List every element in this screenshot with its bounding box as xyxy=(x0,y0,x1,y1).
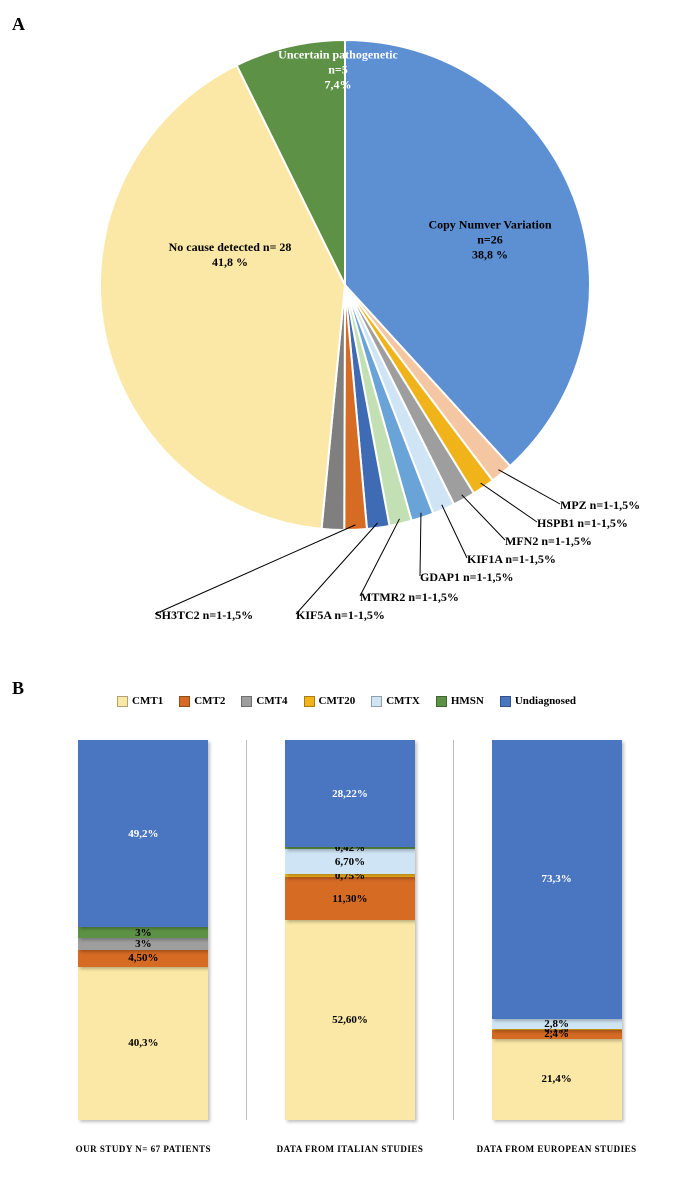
legend-item-cmt2: CMT2 xyxy=(179,695,225,707)
callout-line-mfn2 xyxy=(462,495,505,540)
bar-seg-european-cmt1: 21,4% xyxy=(492,1039,622,1120)
pie-label-nocause: No cause detected n= 2841,8 % xyxy=(169,240,292,270)
pie-slice-kif1a xyxy=(345,285,454,514)
pie-slice-mtmr2 xyxy=(345,285,412,526)
pie-slice-uncertain xyxy=(237,40,345,285)
callout-label-gdap1: GDAP1 n=1-1,5% xyxy=(420,570,514,585)
bar-column-italian: 52,60% 11,30% 0,75% 6,70% 0,42% 28,22% xyxy=(285,740,415,1120)
callout-label-sh3tc2: SH3TC2 n=1-1,5% xyxy=(155,608,253,623)
legend-swatch-cmt4 xyxy=(241,696,252,707)
callout-label-kif1a: KIF1A n=1-1,5% xyxy=(467,552,556,567)
legend-label-cmt4: CMT4 xyxy=(256,695,287,707)
pie-slice-gdap1 xyxy=(345,285,433,521)
callout-line-kif1a xyxy=(442,505,467,558)
pie-slice-mpz xyxy=(345,285,510,481)
bar-seg-italian-undx: 28,22% xyxy=(285,740,415,847)
legend-label-cmt20: CMT20 xyxy=(319,695,356,707)
callout-label-mfn2: MFN2 n=1-1,5% xyxy=(505,534,592,549)
callout-line-hspb1 xyxy=(481,483,537,522)
legend-label-cmt2: CMT2 xyxy=(194,695,225,707)
bar-seg-label-italian-undx: 28,22% xyxy=(332,788,368,800)
pie-slice-hspb1 xyxy=(345,285,493,493)
bar-seg-label-european-undx: 73,3% xyxy=(542,873,572,885)
pie-slice-sh3tc2 xyxy=(344,285,367,530)
bar-seg-italian-cmt1: 52,60% xyxy=(285,920,415,1120)
legend-label-cmtx: CMTX xyxy=(386,695,420,707)
callout-label-mpz: MPZ n=1-1,5% xyxy=(560,498,640,513)
bar-seg-label-our-undx: 49,2% xyxy=(128,828,158,840)
bar-seg-italian-cmt2: 11,30% xyxy=(285,877,415,920)
legend-swatch-undx xyxy=(500,696,511,707)
legend-swatch-hmsn xyxy=(436,696,447,707)
callout-label-mtmr2: MTMR2 n=1-1,5% xyxy=(360,590,459,605)
legend-item-hmsn: HMSN xyxy=(436,695,484,707)
bar-seg-italian-hmsn: 0,42% xyxy=(285,847,415,849)
callout-line-mtmr2 xyxy=(360,519,400,596)
legend-item-cmtx: CMTX xyxy=(371,695,420,707)
axis-label-our: OUR STUDY N= 67 PATIENTS xyxy=(43,1144,243,1154)
bar-seg-label-european-cmt1: 21,4% xyxy=(542,1073,572,1085)
bar-seg-italian-cmt20: 0,75% xyxy=(285,874,415,877)
pie-slice-nocause xyxy=(100,65,345,529)
legend-item-cmt4: CMT4 xyxy=(241,695,287,707)
pie-label-cnv: Copy Numver Variationn=2638,8 % xyxy=(428,218,551,263)
legend-swatch-cmt20 xyxy=(304,696,315,707)
bar-seg-european-cmtx: 2,8% xyxy=(492,1019,622,1030)
bar-seg-label-our-cmt4: 3% xyxy=(135,938,152,950)
legend-swatch-cmt1 xyxy=(117,696,128,707)
barchart-legend: CMT1 CMT2 CMT4 CMT20 CMTX HMSN Undiagnosed xyxy=(0,695,693,707)
axis-label-european: DATA FROM EUROPEAN STUDIES xyxy=(457,1144,657,1154)
legend-item-cmt1: CMT1 xyxy=(117,695,163,707)
bar-seg-our-hmsn: 3% xyxy=(78,927,208,938)
legend-item-cmt20: CMT20 xyxy=(304,695,356,707)
bar-seg-label-italian-cmt1: 52,60% xyxy=(332,1014,368,1026)
pie-slice-kif5a xyxy=(345,285,389,529)
bar-seg-our-undx: 49,2% xyxy=(78,740,208,927)
callout-label-kif5a: KIF5A n=1-1,5% xyxy=(296,608,385,623)
panel-a-label: A xyxy=(12,14,25,35)
pie-slice-cnv xyxy=(345,40,590,466)
bar-seg-our-cmt4: 3% xyxy=(78,938,208,949)
pie-slice-mfn2 xyxy=(345,285,474,504)
callout-line-gdap1 xyxy=(420,513,421,576)
bar-seg-label-our-cmt2: 4,50% xyxy=(128,952,158,964)
pie-label-uncertain: Uncertain pathogeneticn=57,4% xyxy=(278,48,398,93)
callout-line-mpz xyxy=(498,470,560,504)
bar-seg-european-undx: 73,3% xyxy=(492,740,622,1019)
legend-label-undx: Undiagnosed xyxy=(515,695,576,707)
legend-swatch-cmt2 xyxy=(179,696,190,707)
legend-label-hmsn: HMSN xyxy=(451,695,484,707)
callout-line-sh3tc2 xyxy=(155,525,355,614)
bar-seg-label-our-cmt1: 40,3% xyxy=(128,1037,158,1049)
pie-slice-nspace xyxy=(322,285,345,530)
bar-column-european: 21,4%2,4%0,1%2,8%73,3% xyxy=(492,740,622,1120)
bar-seg-our-cmt2: 4,50% xyxy=(78,950,208,967)
bar-seg-label-european-cmtx: 2,8% xyxy=(544,1018,569,1030)
legend-label-cmt1: CMT1 xyxy=(132,695,163,707)
bar-seg-our-cmt1: 40,3% xyxy=(78,967,208,1120)
bar-seg-label-italian-cmtx: 6,70% xyxy=(335,856,365,868)
callout-label-hspb1: HSPB1 n=1-1,5% xyxy=(537,516,628,531)
legend-swatch-cmtx xyxy=(371,696,382,707)
bar-seg-label-our-hmsn: 3% xyxy=(135,927,152,939)
bar-chart: 40,3% 4,50% 3%3% 49,2% 52,60% 11,30% 0,75% 6,70… xyxy=(40,720,660,1160)
bar-seg-label-italian-cmt2: 11,30% xyxy=(332,893,367,905)
axis-label-italian: DATA FROM ITALIAN STUDIES xyxy=(250,1144,450,1154)
legend-item-undx: Undiagnosed xyxy=(500,695,576,707)
figure: A Copy Numver Variationn=2638,8 % No cau… xyxy=(0,0,693,1191)
pie-chart: Copy Numver Variationn=2638,8 % No cause… xyxy=(90,30,600,540)
bar-column-our: 40,3% 4,50% 3%3% 49,2% xyxy=(78,740,208,1120)
